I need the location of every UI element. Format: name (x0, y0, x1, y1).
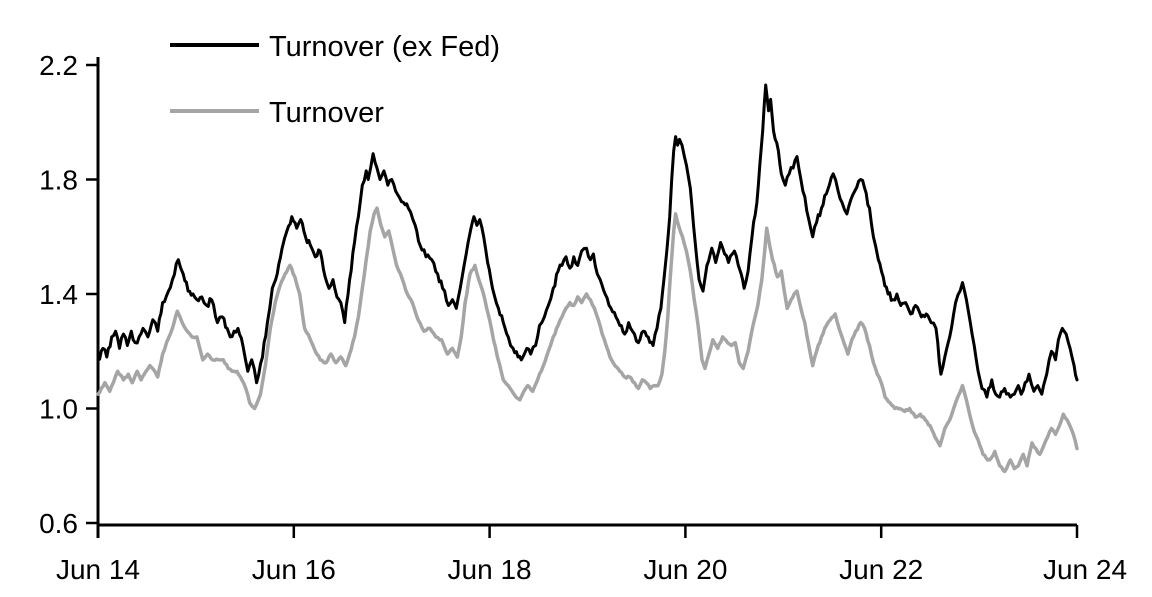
x-tick-label: Jun 16 (252, 554, 336, 585)
x-tick-label: Jun 14 (56, 554, 140, 585)
y-tick-label: 2.2 (39, 50, 78, 81)
legend-label-turnover-ex-fed: Turnover (ex Fed) (269, 31, 500, 63)
x-tick-label: Jun 22 (839, 554, 923, 585)
legend: Turnover (ex Fed) Turnover (170, 31, 500, 129)
y-tick-label: 1.8 (39, 165, 78, 196)
x-tick-label: Jun 24 (1043, 554, 1127, 585)
y-tick-label: 1.0 (39, 394, 78, 425)
series-lines (96, 83, 1079, 474)
legend-label-turnover: Turnover (269, 97, 384, 129)
x-tick-label: Jun 18 (448, 554, 532, 585)
series-line-turnover (96, 206, 1079, 474)
y-tick-label: 0.6 (39, 508, 78, 539)
y-tick-label: 1.4 (39, 279, 78, 310)
x-tick-label: Jun 20 (643, 554, 727, 585)
series-line-turnover-ex-fed (96, 83, 1079, 399)
axes: 2.2 1.8 1.4 1.0 0.6 Jun 14 Jun 16 Jun 18 Jun 20 J… (39, 50, 1127, 585)
